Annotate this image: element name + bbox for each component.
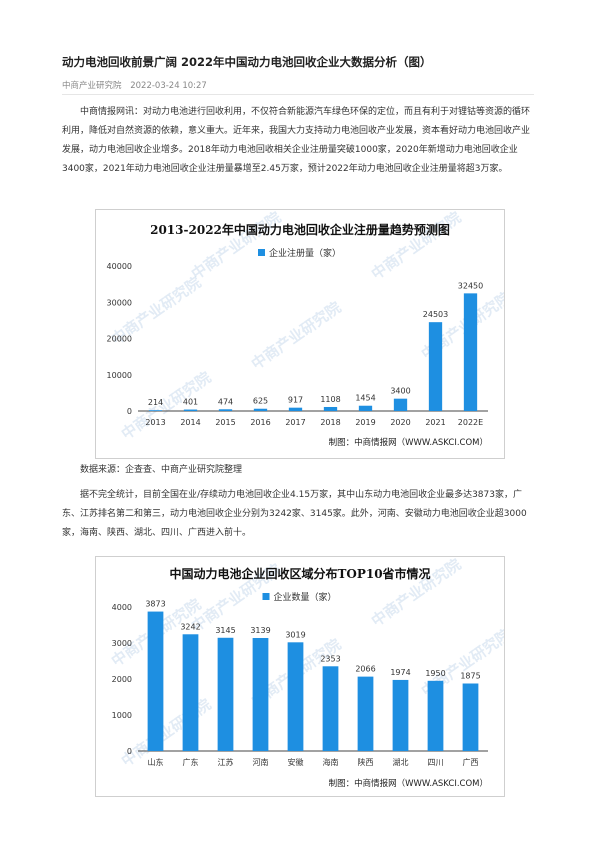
article-date: 2022-03-24 10:27 <box>130 81 207 91</box>
bar <box>253 408 268 411</box>
x-tick-label: 江苏 <box>218 757 234 767</box>
y-tick-label: 20000 <box>107 335 132 344</box>
chart-region-top10-svg: 中商产业研究院中商产业研究院中商产业研究院中商产业研究院中商产业研究院中商产业研… <box>108 557 504 789</box>
y-tick-label: 0 <box>127 407 132 416</box>
x-tick-label: 2021 <box>425 418 445 427</box>
bar-value-label: 3145 <box>215 626 235 635</box>
bar <box>323 406 338 411</box>
chart-title: 中国动力电池企业回收区域分布TOP10省市情况 <box>169 566 430 581</box>
bar <box>182 634 199 751</box>
bar-value-label: 3019 <box>285 630 305 639</box>
y-tick-label: 40000 <box>107 262 132 271</box>
article-paragraph-1: 中商情报网讯：对动力电池进行回收利用，不仅符合新能源汽车绿色环保的定位，而且有利… <box>62 107 531 174</box>
bar <box>462 683 479 751</box>
bar-value-label: 24503 <box>423 310 448 319</box>
x-tick-label: 2017 <box>285 418 305 427</box>
x-tick-label: 2020 <box>390 418 410 427</box>
bar-value-label: 2353 <box>320 654 340 663</box>
x-tick-label: 河南 <box>253 757 269 767</box>
x-tick-label: 2018 <box>320 418 340 427</box>
bar-value-label: 1875 <box>460 672 480 681</box>
chart-title: 2013-2022年中国动力电池回收企业注册量趋势预测图 <box>150 222 450 237</box>
bar <box>148 410 163 411</box>
bar <box>463 293 478 411</box>
x-tick-label: 2016 <box>250 418 270 427</box>
article-paragraph-2: 据不完全统计，目前全国在业/存续动力电池回收企业4.15万家，其中山东动力电池回… <box>62 490 527 538</box>
watermark-text: 中商产业研究院 <box>188 210 284 283</box>
bar <box>183 409 198 411</box>
bar <box>217 637 234 751</box>
x-tick-label: 2015 <box>215 418 235 427</box>
chart-credit: 制图：中商情报网（WWW.ASKCI.COM） <box>329 437 488 448</box>
bar-value-label: 1108 <box>320 395 340 404</box>
bar <box>288 407 303 411</box>
bar-value-label: 32450 <box>458 281 483 290</box>
y-tick-label: 4000 <box>112 603 132 612</box>
x-tick-label: 山东 <box>148 757 164 767</box>
article-meta: 中商产业研究院 2022-03-24 10:27 <box>62 79 213 91</box>
title-divider <box>62 94 534 95</box>
bar-value-label: 214 <box>148 398 163 407</box>
y-tick-label: 1000 <box>112 711 132 720</box>
bar <box>358 405 373 411</box>
chart-region-top10: 中商产业研究院中商产业研究院中商产业研究院中商产业研究院中商产业研究院中商产业研… <box>95 556 505 797</box>
x-tick-label: 湖北 <box>393 758 409 767</box>
bar-value-label: 1974 <box>390 668 410 677</box>
x-tick-label: 2019 <box>355 418 375 427</box>
bar <box>393 398 408 411</box>
bar-value-label: 1950 <box>425 669 445 678</box>
bar <box>427 680 444 751</box>
y-tick-label: 10000 <box>107 371 132 380</box>
watermark-text: 中商产业研究院 <box>248 298 344 373</box>
bar <box>287 642 304 751</box>
bar <box>252 637 269 751</box>
data-source-note: 数据来源：企查查、中商产业研究院整理 <box>80 465 243 475</box>
x-tick-label: 陕西 <box>358 757 374 767</box>
x-tick-label: 2014 <box>180 418 200 427</box>
watermark-text: 中商产业研究院 <box>368 210 464 283</box>
y-tick-label: 3000 <box>112 639 132 648</box>
bar <box>218 409 233 411</box>
x-tick-label: 2013 <box>145 418 165 427</box>
chart-registration-trend-svg: 中商产业研究院中商产业研究院中商产业研究院中商产业研究院中商产业研究院中商产业研… <box>107 210 504 448</box>
watermark-text: 中商产业研究院 <box>118 695 214 770</box>
bar <box>392 679 409 751</box>
x-tick-label: 广东 <box>183 757 199 767</box>
bar-value-label: 2066 <box>355 665 375 674</box>
article-title: 动力电池回收前景广阔 2022年中国动力电池回收企业大数据分析（图） <box>62 55 432 69</box>
x-tick-label: 海南 <box>323 757 339 767</box>
x-tick-label: 2022E <box>458 418 483 427</box>
bar <box>428 322 443 411</box>
legend-label: 企业数量（家） <box>274 591 337 603</box>
watermark-text: 中商产业研究院 <box>118 368 214 443</box>
bar-value-label: 3139 <box>250 626 270 635</box>
bar-value-label: 1454 <box>355 394 375 403</box>
chart-credit: 制图：中商情报网（WWW.ASKCI.COM） <box>329 778 488 789</box>
x-tick-label: 安徽 <box>288 757 304 767</box>
legend-swatch <box>262 593 270 600</box>
bar-value-label: 474 <box>218 397 233 406</box>
bar-value-label: 3242 <box>180 622 200 631</box>
chart-registration-trend: 中商产业研究院 中商产业研究院 中商产业研究院 中商产业研究院 中商产业研究院 中商产业研… <box>95 209 505 459</box>
bar-value-label: 3873 <box>145 600 165 609</box>
bar-value-label: 625 <box>253 397 268 406</box>
y-tick-label: 0 <box>127 747 132 756</box>
bar <box>357 676 374 751</box>
legend-label: 企业注册量（家） <box>269 247 341 259</box>
article-source[interactable]: 中商产业研究院 <box>62 81 122 91</box>
x-tick-label: 广西 <box>463 757 479 767</box>
y-tick-label: 2000 <box>112 675 132 684</box>
bar-value-label: 401 <box>183 398 198 407</box>
bar <box>147 611 164 751</box>
x-tick-label: 四川 <box>428 758 444 767</box>
y-tick-label: 30000 <box>107 298 132 307</box>
legend-swatch <box>258 249 265 256</box>
bar-value-label: 3400 <box>390 387 410 396</box>
bar-value-label: 917 <box>288 396 303 405</box>
bar <box>322 666 339 751</box>
